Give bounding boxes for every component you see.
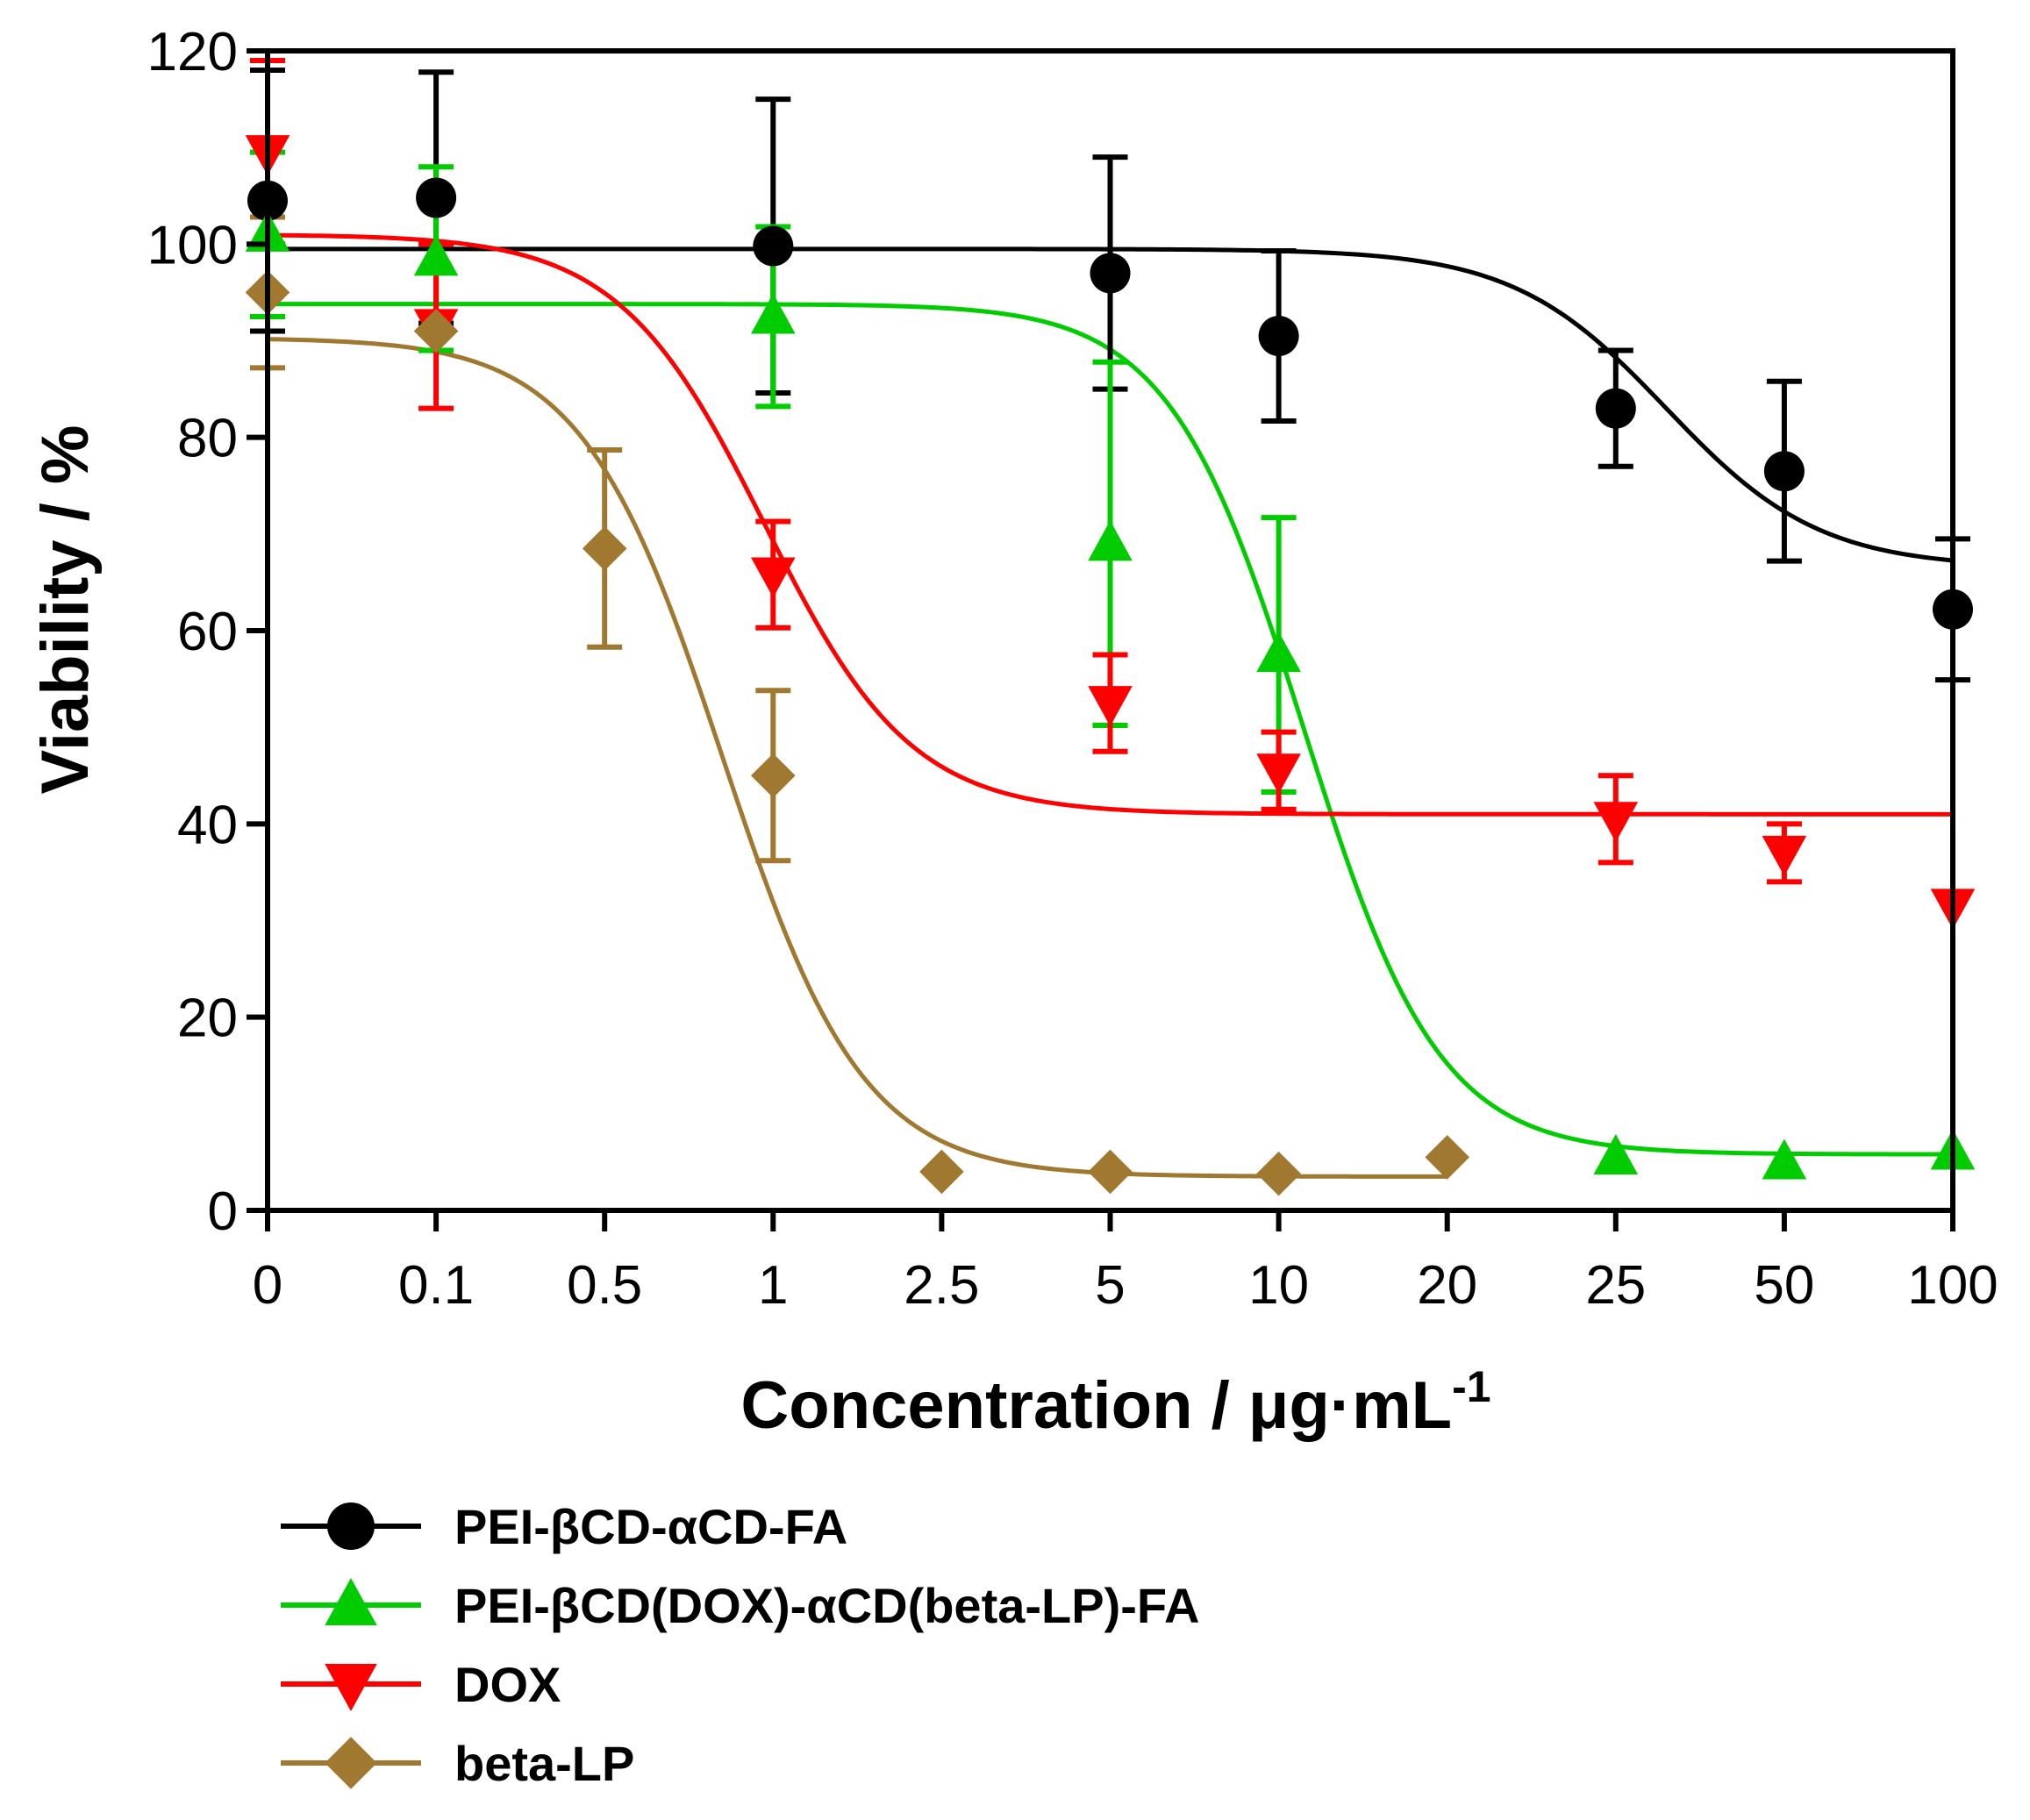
data-point-3-7	[1425, 1135, 1469, 1180]
x-axis-ticks: 0 0.1 0.5 1 2.5 5 10 20 25 50 100	[253, 1210, 1998, 1316]
y-tick-label-80: 80	[177, 409, 238, 469]
y-tick-label-0: 0	[208, 1181, 238, 1242]
legend-marker-1	[325, 1577, 377, 1625]
data-point-1-3	[1088, 520, 1133, 561]
data-point-2-5	[1593, 802, 1639, 843]
y-axis-ticks: 0 20 40 60 80 100 120	[147, 22, 268, 1242]
data-point-0-2	[753, 225, 794, 267]
data-markers	[245, 135, 1976, 1196]
data-point-3-6	[1256, 1151, 1301, 1196]
legend: PEI-βCD-αCD-FA PEI-βCD(DOX)-αCD(beta-LP)-…	[281, 1499, 1199, 1791]
x-tick-label-2.5: 2.5	[904, 1255, 979, 1316]
data-point-0-6	[1763, 451, 1805, 492]
data-point-2-2	[751, 557, 796, 598]
x-tick-label-0: 0	[253, 1255, 282, 1316]
legend-marker-2	[325, 1664, 377, 1712]
data-point-3-3	[751, 753, 796, 798]
legend-label-3: beta-LP	[454, 1736, 634, 1791]
data-point-3-2	[582, 526, 627, 571]
data-point-0-5	[1595, 388, 1636, 429]
data-point-3-5	[1088, 1149, 1133, 1195]
legend-marker-0	[327, 1502, 375, 1550]
y-axis-title: Viability / %	[28, 425, 103, 795]
y-tick-label-60: 60	[177, 602, 238, 662]
legend-label-0: PEI-βCD-αCD-FA	[454, 1499, 847, 1554]
data-point-3-1	[413, 309, 459, 353]
fit-curve-2	[267, 232, 1953, 817]
data-point-0-1	[416, 177, 457, 218]
legend-marker-3	[325, 1737, 377, 1789]
fit-curve-3	[267, 337, 1447, 1179]
y-tick-label-40: 40	[177, 795, 238, 855]
data-point-3-4	[919, 1149, 964, 1195]
x-axis-title-superscript: -1	[1452, 1362, 1490, 1411]
x-axis-title: Concentration / μg·mL-1	[740, 1362, 1490, 1443]
data-point-0-3	[1090, 253, 1131, 294]
legend-label-2: DOX	[454, 1657, 561, 1712]
data-point-0-4	[1258, 315, 1299, 356]
data-point-1-2	[751, 293, 796, 334]
x-tick-label-0.1: 0.1	[398, 1255, 474, 1316]
x-tick-label-1: 1	[758, 1255, 788, 1316]
x-tick-label-0.5: 0.5	[567, 1255, 642, 1316]
x-tick-label-25: 25	[1585, 1255, 1646, 1316]
data-point-2-3	[1088, 686, 1133, 727]
x-tick-label-10: 10	[1248, 1255, 1309, 1316]
legend-label-1: PEI-βCD(DOX)-αCD(beta-LP)-FA	[454, 1578, 1199, 1633]
data-point-1-5	[1593, 1133, 1639, 1174]
data-point-1-6	[1762, 1138, 1807, 1180]
data-point-2-4	[1256, 753, 1301, 795]
error-bars	[250, 58, 1970, 885]
x-tick-label-20: 20	[1417, 1255, 1477, 1316]
y-tick-label-100: 100	[147, 215, 238, 275]
y-tick-label-20: 20	[177, 989, 238, 1049]
data-point-2-6	[1762, 835, 1807, 876]
data-point-1-4	[1256, 632, 1301, 673]
x-axis-title-main: Concentration / μg·mL	[740, 1368, 1452, 1443]
x-tick-label-100: 100	[1907, 1255, 1998, 1316]
y-tick-label-120: 120	[147, 22, 238, 82]
data-point-1-1	[413, 235, 459, 276]
x-tick-label-50: 50	[1754, 1255, 1814, 1316]
x-tick-label-5: 5	[1095, 1255, 1125, 1316]
